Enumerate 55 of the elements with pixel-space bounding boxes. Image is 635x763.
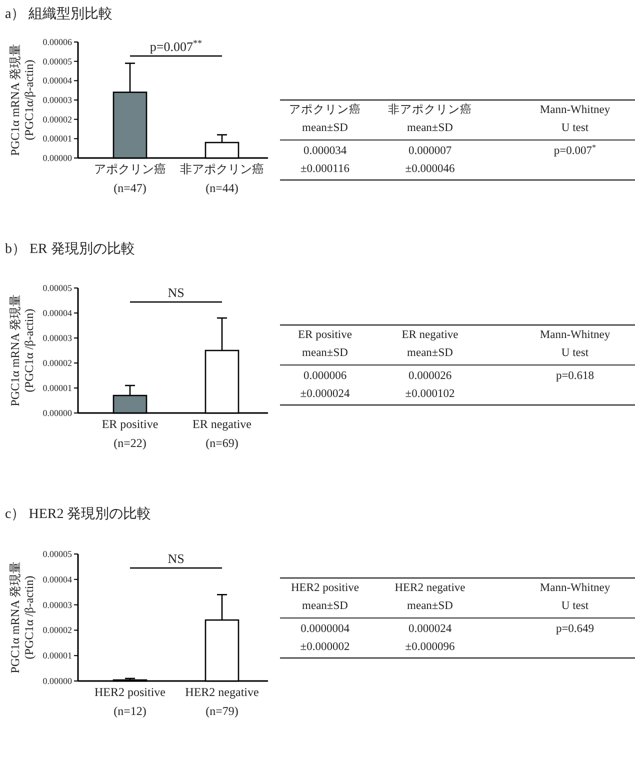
category-label: HER2 negative mean±SD <box>394 582 466 612</box>
category-label: Mann-Whitney U test <box>540 104 610 134</box>
y-tick-label: 0.00003 <box>42 600 72 610</box>
y-tick-label: 0.00006 <box>42 37 72 47</box>
category-label: HER2 positive mean±SD <box>290 582 360 612</box>
text: p=0.007$^{*}$ <box>554 142 596 157</box>
category-label: Mann-Whitney U test <box>540 582 610 612</box>
y-axis-title: PGC1α mRNA 発現量 (PGC1α /β-actin) <box>8 294 36 406</box>
text: 0.000006 ±0.000024 <box>300 370 350 400</box>
chart-title: a） 組織型別比較 <box>5 6 113 22</box>
text: 0.000034 ±0.000116 <box>300 145 350 175</box>
y-tick-label: 0.00000 <box>42 153 72 163</box>
x-tick-label: 非アポクリン癌 (n=44) <box>180 162 264 195</box>
x-tick-label: ER positive (n=22) <box>102 417 158 450</box>
text: p=0.618 <box>556 370 594 382</box>
bracket: NS <box>130 551 222 569</box>
chart-title: b） ER 発現別の比較 <box>5 241 135 257</box>
annotation: NS <box>168 551 184 566</box>
category-label: ER negative mean±SD <box>402 329 458 359</box>
category-label: アポクリン癌 mean±SD <box>289 102 361 134</box>
text: 0.000024 ±0.000096 <box>405 623 455 653</box>
y-tick-label: 0.00000 <box>42 676 72 686</box>
y-tick-label: 0.00001 <box>42 383 72 393</box>
y-tick-label: 0.00005 <box>42 283 72 293</box>
x-tick-label: HER2 negative (n=79) <box>185 685 259 718</box>
x-tick-label: HER2 positive (n=12) <box>94 685 166 718</box>
category-label: 非アポクリン癌 mean±SD <box>388 102 472 134</box>
text: p=0.649 <box>556 623 594 635</box>
y-tick-label: 0.00001 <box>42 650 72 661</box>
y-axis-title: PGC1α mRNA 発現量 (PGC1α/β-actin) <box>8 44 36 156</box>
y-tick-label: 0.00002 <box>42 625 72 636</box>
y-tick-label: 0.00003 <box>42 333 72 343</box>
y-tick-label: 0.00004 <box>42 76 72 86</box>
annotation: NS <box>168 285 184 300</box>
bracket: p=0.007$^{**}$ <box>130 38 222 57</box>
y-tick-label: 0.00001 <box>42 134 72 144</box>
chart-title: c） HER2 発現別の比較 <box>5 506 152 522</box>
y-tick-label: 0.00002 <box>42 358 72 368</box>
x-tick-label: アポクリン癌 (n=47) <box>94 162 166 195</box>
x-tick-label: ER negative (n=69) <box>192 417 252 450</box>
y-tick-label: 0.00002 <box>42 114 72 124</box>
bracket: NS <box>130 285 222 303</box>
annotation: p=0.007$^{**}$ <box>150 38 203 54</box>
text: 0.000026 ±0.000102 <box>405 370 455 400</box>
text: 0.0000004 ±0.000002 <box>300 623 350 653</box>
category-label: Mann-Whitney U test <box>540 329 610 359</box>
category-label: ER positive mean±SD <box>298 329 352 359</box>
y-tick-label: 0.00000 <box>42 408 72 418</box>
y-tick-label: 0.00004 <box>42 574 72 584</box>
y-tick-label: 0.00005 <box>42 56 72 66</box>
y-tick-label: 0.00004 <box>42 308 72 318</box>
y-axis-title: PGC1α mRNA 発現量 (PGC1α /β-actin) <box>8 562 36 674</box>
text: 0.000007 ±0.000046 <box>405 145 455 175</box>
y-tick-label: 0.00003 <box>42 95 72 105</box>
y-tick-label: 0.00005 <box>42 549 72 559</box>
